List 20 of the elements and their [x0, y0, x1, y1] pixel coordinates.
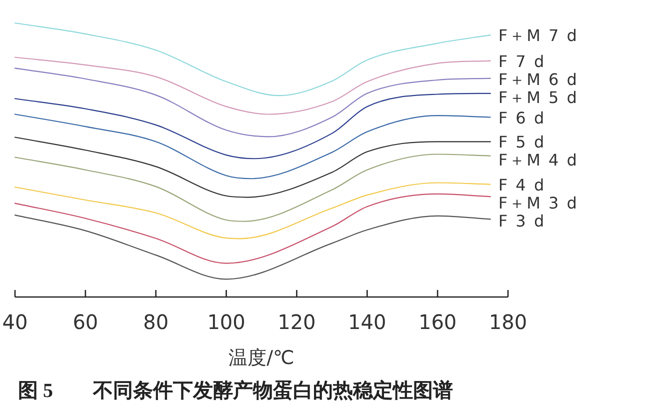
x-tick-label: 80: [143, 310, 169, 334]
series-label: F 6 d: [498, 108, 546, 128]
series-label: F 4 d: [498, 175, 546, 194]
x-tick-label: 140: [348, 310, 386, 334]
series-label: F＋M 3 d: [498, 193, 578, 212]
x-tick-label: 100: [207, 310, 246, 334]
series-label: F 5 d: [498, 132, 546, 152]
x-tick-label: 180: [488, 310, 528, 334]
series-label: F 3 d: [498, 211, 546, 230]
series-label: F＋M 7 d: [498, 26, 578, 46]
x-tick-label: 160: [418, 310, 457, 334]
series-label: F＋M 4 d: [498, 150, 578, 170]
x-tick-label: 60: [72, 310, 98, 334]
x-tick-label: 40: [2, 310, 28, 334]
series-label: F＋M 5 d: [498, 88, 578, 107]
series-label: F 7 d: [498, 52, 546, 71]
x-axis-title: 温度/℃: [228, 347, 294, 369]
x-tick-label: 120: [278, 310, 316, 334]
chart-title: 图 5 不同条件下发酵产物蛋白的热稳定性图谱: [18, 380, 453, 402]
series-label: F＋M 6 d: [498, 70, 578, 89]
